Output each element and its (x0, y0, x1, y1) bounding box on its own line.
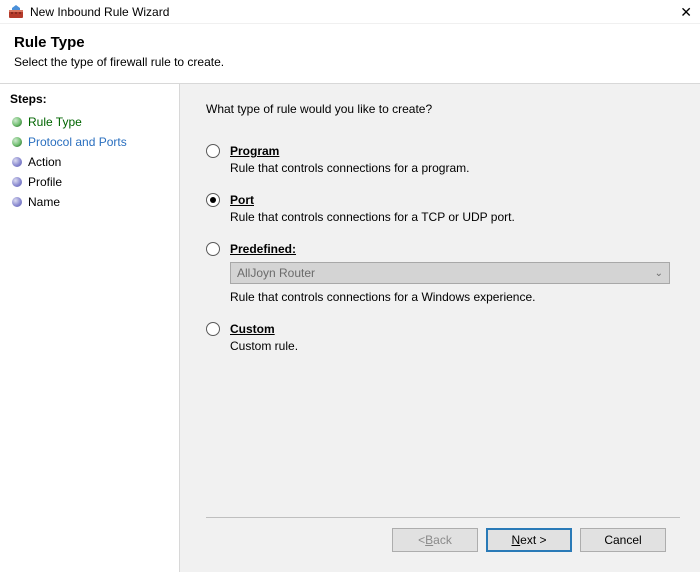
radio-custom[interactable] (206, 322, 220, 336)
step-bullet-icon (12, 137, 22, 147)
option-predefined: Predefined: AllJoyn Router ⌄ Rule that c… (206, 242, 680, 304)
step-bullet-icon (12, 197, 22, 207)
question-text: What type of rule would you like to crea… (206, 102, 680, 116)
step-label: Protocol and Ports (28, 135, 127, 149)
step-label: Action (28, 155, 61, 169)
step-bullet-icon (12, 157, 22, 167)
footer: < Back Next > Cancel (206, 517, 680, 562)
firewall-icon (8, 4, 24, 20)
sidebar: Steps: Rule Type Protocol and Ports Acti… (0, 84, 180, 572)
page-subtitle: Select the type of firewall rule to crea… (14, 55, 686, 69)
body: Steps: Rule Type Protocol and Ports Acti… (0, 84, 700, 572)
step-profile[interactable]: Profile (10, 172, 169, 192)
step-action[interactable]: Action (10, 152, 169, 172)
page-title: Rule Type (14, 34, 686, 51)
step-rule-type[interactable]: Rule Type (10, 112, 169, 132)
option-label[interactable]: Program (230, 144, 279, 158)
close-button[interactable]: ✕ (664, 5, 692, 19)
step-bullet-icon (12, 177, 22, 187)
cancel-label: Cancel (604, 533, 641, 547)
option-label[interactable]: Custom (230, 322, 275, 336)
content: What type of rule would you like to crea… (180, 84, 700, 572)
titlebar: New Inbound Rule Wizard ✕ (0, 0, 700, 24)
option-desc: Rule that controls connections for a pro… (230, 161, 680, 175)
header: Rule Type Select the type of firewall ru… (0, 24, 700, 84)
back-prefix: < (418, 533, 425, 547)
next-button[interactable]: Next > (486, 528, 572, 552)
radio-predefined[interactable] (206, 242, 220, 256)
sidebar-title: Steps: (10, 92, 169, 106)
option-desc: Rule that controls connections for a Win… (230, 290, 680, 304)
chevron-down-icon: ⌄ (655, 268, 663, 279)
cancel-button[interactable]: Cancel (580, 528, 666, 552)
radio-port[interactable] (206, 193, 220, 207)
step-label: Name (28, 195, 60, 209)
step-label: Rule Type (28, 115, 82, 129)
back-button: < Back (392, 528, 478, 552)
back-mnemonic: B (425, 533, 433, 547)
back-rest: ack (433, 533, 452, 547)
step-name[interactable]: Name (10, 192, 169, 212)
option-label[interactable]: Port (230, 193, 254, 207)
radio-program[interactable] (206, 144, 220, 158)
step-protocol-and-ports[interactable]: Protocol and Ports (10, 132, 169, 152)
window-title: New Inbound Rule Wizard (30, 5, 664, 19)
next-mnemonic: N (511, 533, 520, 547)
next-rest: ext > (520, 533, 546, 547)
option-custom: Custom Custom rule. (206, 322, 680, 353)
option-program: Program Rule that controls connections f… (206, 144, 680, 175)
option-desc: Rule that controls connections for a TCP… (230, 210, 680, 224)
step-label: Profile (28, 175, 62, 189)
dropdown-value: AllJoyn Router (237, 266, 315, 280)
option-desc: Custom rule. (230, 339, 680, 353)
predefined-dropdown: AllJoyn Router ⌄ (230, 262, 670, 284)
options-group: Program Rule that controls connections f… (206, 144, 680, 517)
step-bullet-icon (12, 117, 22, 127)
option-label[interactable]: Predefined: (230, 242, 296, 256)
option-port: Port Rule that controls connections for … (206, 193, 680, 224)
